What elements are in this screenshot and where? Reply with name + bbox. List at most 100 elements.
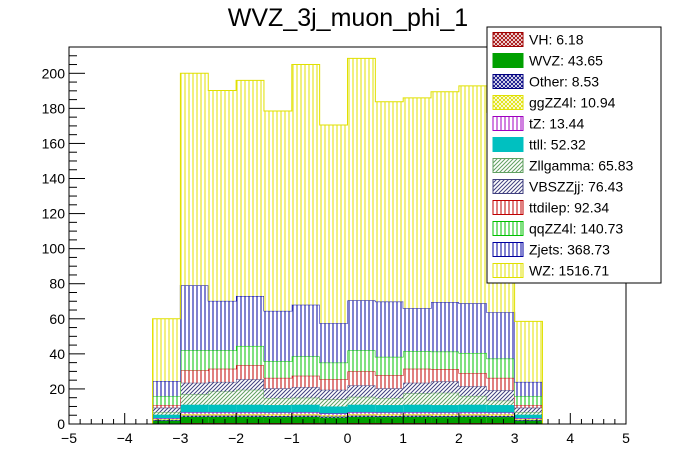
bar-qqzz4l-bin-5 (291, 356, 320, 376)
series-ttll (152, 404, 543, 424)
series-ttdilep (152, 364, 543, 424)
bar-zjets-bin-9 (403, 308, 432, 352)
bar-vbszzjj-bin-2 (208, 381, 237, 392)
bar-wz-bin-4 (263, 111, 292, 311)
y-tick-label: 80 (49, 276, 65, 292)
bar-ttdilep-bin-6 (319, 379, 348, 390)
bar-zjets-bin-0 (152, 381, 181, 397)
y-tick-label: 60 (49, 311, 65, 327)
legend-entry-qqzz4l: qqZZ4l: 140.73 (492, 221, 623, 237)
bar-zjets-bin-8 (375, 301, 404, 357)
bar-ttdilep-bin-3 (236, 365, 264, 380)
bar-vbszzjj-bin-0 (152, 407, 181, 413)
x-tick-label: −3 (172, 430, 188, 446)
bar-other-bin-2 (208, 415, 237, 417)
bar-zllgamma-bin-13 (514, 412, 543, 415)
bar-zjets-bin-13 (514, 381, 543, 397)
bar-vbszzjj-bin-11 (458, 386, 487, 396)
bar-tz-bin-6 (319, 413, 348, 416)
bar-vbszzjj-bin-13 (514, 407, 543, 413)
legend-entry-wz: WZ: 1516.71 (492, 263, 609, 279)
bar-zllgamma-bin-2 (208, 391, 237, 405)
bar-tz-bin-3 (236, 412, 264, 415)
bar-qqzz4l-bin-2 (208, 350, 237, 369)
y-tick-label: 100 (42, 241, 66, 257)
y-tick-label: 20 (49, 381, 65, 397)
y-tick-label: 120 (42, 206, 66, 222)
bar-wz-bin-3 (236, 80, 264, 296)
bar-other-bin-9 (403, 415, 432, 417)
legend-label: Zjets: 368.73 (529, 242, 610, 258)
bar-qqzz4l-bin-0 (152, 396, 181, 406)
bar-other-bin-5 (291, 415, 320, 417)
legend-label: tZ: 13.44 (529, 116, 584, 132)
legend-label: VH: 6.18 (529, 32, 584, 48)
bar-ggzz4l-bin-11 (458, 414, 487, 416)
bar-ttdilep-bin-7 (347, 371, 376, 386)
bar-vbszzjj-bin-3 (236, 379, 264, 390)
bar-ggzz4l-bin-10 (431, 414, 459, 416)
bar-tz-bin-8 (375, 412, 404, 415)
y-tick-label: 140 (42, 171, 66, 187)
bar-zllgamma-bin-1 (180, 394, 209, 405)
legend-label: WZ: 1516.71 (529, 263, 609, 279)
legend-label: ggZZ4l: 10.94 (529, 95, 616, 111)
bar-ttll-bin-2 (208, 404, 237, 413)
chart-title: WVZ_3j_muon_phi_1 (228, 4, 468, 32)
bar-ttll-bin-7 (347, 404, 376, 413)
bar-ttdilep-bin-13 (514, 405, 543, 408)
series-zjets (152, 284, 543, 424)
bar-qqzz4l-bin-1 (180, 350, 209, 371)
bar-ttdilep-bin-12 (486, 377, 515, 391)
legend-entry-ttll: ttll: 52.32 (492, 137, 586, 153)
bar-zjets-bin-4 (263, 310, 292, 362)
bar-zjets-bin-11 (458, 303, 487, 353)
bar-wvz-bin-12 (486, 417, 515, 424)
x-tick-label: −2 (228, 430, 244, 446)
legend-swatch (492, 53, 524, 68)
bar-ttdilep-bin-1 (180, 370, 209, 383)
bar-wz-bin-2 (208, 90, 237, 301)
bar-zjets-bin-3 (236, 295, 264, 346)
x-tick-label: 3 (511, 430, 519, 446)
bar-ttdilep-bin-4 (263, 377, 292, 389)
legend-swatch (492, 221, 524, 236)
bar-zllgamma-bin-10 (431, 392, 459, 406)
legend-swatch (492, 179, 524, 194)
bar-ttdilep-bin-0 (152, 405, 181, 408)
bar-zllgamma-bin-7 (347, 396, 376, 405)
bar-tz-bin-5 (291, 412, 320, 415)
histogram-bars (152, 57, 543, 424)
legend-entry-vh: VH: 6.18 (492, 32, 584, 48)
bar-other-bin-12 (486, 415, 515, 418)
bar-wvz-bin-0 (152, 420, 181, 424)
bar-wz-bin-9 (403, 97, 432, 309)
bar-ggzz4l-bin-8 (375, 414, 404, 416)
y-tick-label: 200 (42, 65, 66, 81)
bar-ttdilep-bin-5 (291, 375, 320, 388)
bar-zllgamma-bin-9 (403, 393, 432, 405)
legend-box (486, 26, 662, 284)
bar-wvz-bin-5 (291, 416, 320, 424)
x-tick-label: 5 (622, 430, 630, 446)
legend-swatch (492, 263, 524, 278)
bar-wvz-bin-2 (208, 416, 237, 424)
bar-zllgamma-bin-12 (486, 400, 515, 406)
bar-wz-bin-5 (291, 64, 320, 305)
bar-ttll-bin-5 (291, 404, 320, 413)
bar-zllgamma-bin-5 (291, 397, 320, 405)
bar-other-bin-8 (375, 415, 404, 418)
legend-label: ttdilep: 92.34 (529, 200, 609, 216)
bar-qqzz4l-bin-11 (458, 352, 487, 374)
legend-swatch (492, 242, 524, 257)
bar-zllgamma-bin-11 (458, 395, 487, 405)
legend-entry-zllgamma: Zllgamma: 65.83 (492, 158, 633, 174)
bar-vbszzjj-bin-6 (319, 389, 348, 400)
legend-label: qqZZ4l: 140.73 (529, 221, 623, 237)
legend-swatch (492, 116, 524, 131)
x-tick-label: 0 (344, 430, 352, 446)
bar-ggzz4l-bin-12 (486, 414, 515, 416)
bar-wvz-bin-7 (347, 416, 376, 424)
bar-zjets-bin-1 (180, 285, 209, 351)
